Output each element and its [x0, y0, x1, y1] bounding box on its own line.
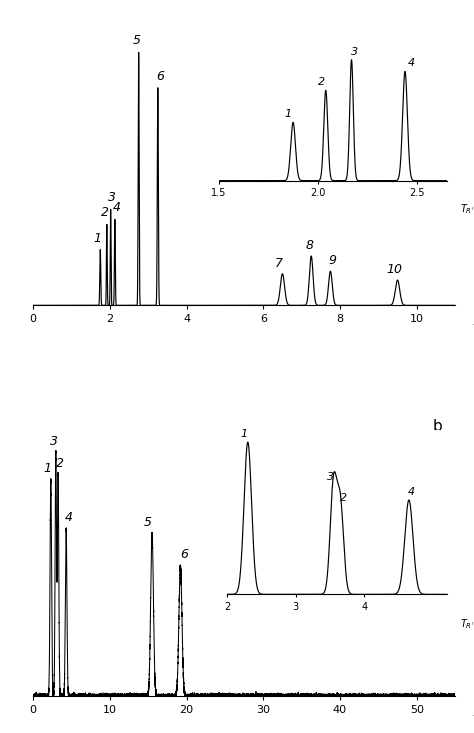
- Text: a: a: [433, 28, 442, 43]
- Text: 4: 4: [65, 511, 73, 523]
- Text: 4: 4: [113, 202, 121, 214]
- Text: b: b: [433, 419, 442, 434]
- Text: 9: 9: [328, 254, 337, 268]
- Text: 6: 6: [156, 70, 164, 83]
- Text: 6: 6: [181, 548, 189, 561]
- Text: 2: 2: [101, 206, 109, 219]
- Text: 7: 7: [274, 257, 283, 270]
- Text: $T_{R'}$, min: $T_{R'}$, min: [472, 323, 474, 339]
- Text: 10: 10: [386, 263, 402, 276]
- Text: $T_{R'}$, min: $T_{R'}$, min: [472, 713, 474, 729]
- Text: 2: 2: [56, 457, 64, 470]
- Text: 1: 1: [93, 232, 101, 245]
- Text: 3: 3: [50, 435, 58, 448]
- Text: 8: 8: [305, 239, 313, 252]
- Text: 3: 3: [108, 191, 116, 204]
- Text: 5: 5: [144, 516, 152, 529]
- Text: 5: 5: [133, 34, 141, 48]
- Text: 1: 1: [44, 462, 52, 475]
